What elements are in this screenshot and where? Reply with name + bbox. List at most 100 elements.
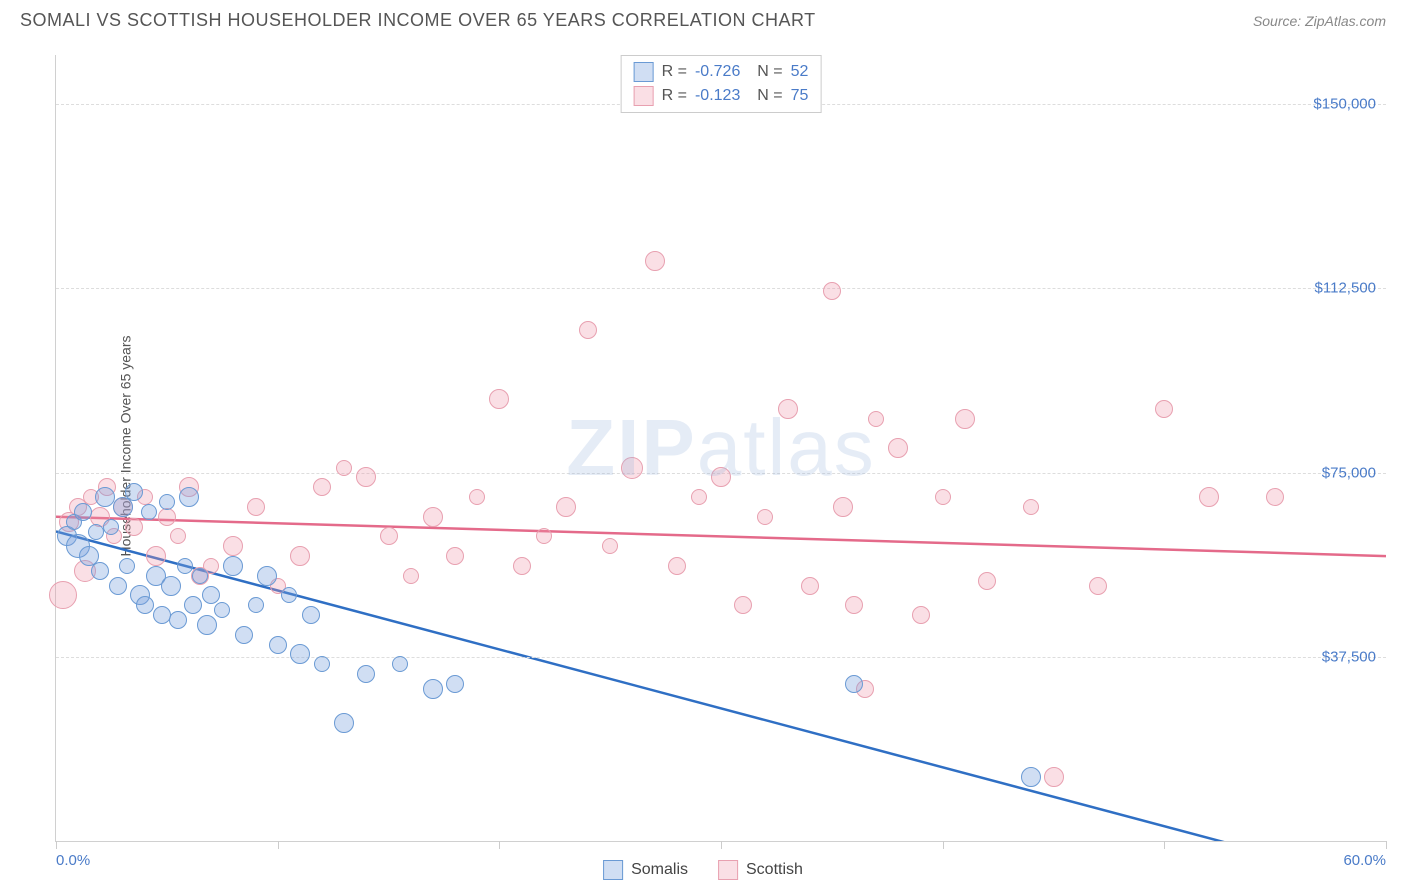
y-tick-label: $150,000	[1313, 96, 1376, 113]
scatter-point	[888, 438, 908, 458]
scatter-point	[1199, 487, 1219, 507]
scatter-point	[146, 546, 166, 566]
scatter-point	[621, 457, 643, 479]
scatter-point	[579, 321, 597, 339]
scatter-point	[513, 557, 531, 575]
scatter-point	[645, 251, 665, 271]
scatter-point	[88, 524, 104, 540]
chart-plot-area: ZIPatlas R = -0.726 N = 52 R = -0.123 N …	[55, 55, 1386, 842]
scatter-point	[469, 489, 485, 505]
y-tick-label: $75,000	[1322, 464, 1376, 481]
scatter-point	[177, 558, 193, 574]
stats-R-label: R =	[662, 63, 687, 81]
scatter-point	[935, 489, 951, 505]
scatter-point	[334, 713, 354, 733]
stats-N-label: N =	[748, 63, 782, 81]
scatter-point	[313, 478, 331, 496]
legend-label: Scottish	[746, 861, 803, 879]
bottom-legend: Somalis Scottish	[603, 860, 803, 880]
scatter-point	[314, 656, 330, 672]
scatter-point	[668, 557, 686, 575]
scatter-point	[336, 460, 352, 476]
scatter-point	[247, 498, 265, 516]
scatter-point	[423, 507, 443, 527]
x-tick	[721, 841, 722, 849]
scatter-point	[978, 572, 996, 590]
scatter-point	[159, 494, 175, 510]
chart-title: SOMALI VS SCOTTISH HOUSEHOLDER INCOME OV…	[20, 10, 816, 31]
scatter-point	[845, 596, 863, 614]
x-tick	[943, 841, 944, 849]
scatter-point	[602, 538, 618, 554]
y-tick-label: $112,500	[1315, 280, 1376, 297]
scatter-point	[214, 602, 230, 618]
scatter-point	[845, 675, 863, 693]
scatter-point	[757, 509, 773, 525]
scatter-point	[1266, 488, 1284, 506]
scatter-point	[125, 483, 143, 501]
scatter-point	[556, 497, 576, 517]
scatter-point	[119, 558, 135, 574]
chart-header: SOMALI VS SCOTTISH HOUSEHOLDER INCOME OV…	[0, 0, 1406, 36]
scatter-point	[109, 577, 127, 595]
scatter-point	[691, 489, 707, 505]
scatter-point	[1023, 499, 1039, 515]
scatter-point	[489, 389, 509, 409]
scatter-point	[392, 656, 408, 672]
scatter-point	[823, 282, 841, 300]
scatter-point	[868, 411, 884, 427]
scatter-point	[801, 577, 819, 595]
scatter-point	[356, 467, 376, 487]
stats-swatch-icon	[634, 86, 654, 106]
stats-R-value: -0.123	[695, 87, 740, 105]
scatter-point	[91, 562, 109, 580]
scatter-point	[158, 508, 176, 526]
x-tick	[1164, 841, 1165, 849]
scatter-point	[202, 586, 220, 604]
scatter-point	[136, 596, 154, 614]
legend-swatch-icon	[718, 860, 738, 880]
scatter-point	[446, 675, 464, 693]
x-tick-label: 60.0%	[1343, 852, 1386, 869]
scatter-point	[778, 399, 798, 419]
gridline	[56, 288, 1386, 289]
scatter-point	[235, 626, 253, 644]
scatter-point	[49, 581, 77, 609]
gridline	[56, 657, 1386, 658]
legend-item: Somalis	[603, 860, 688, 880]
x-tick	[278, 841, 279, 849]
scatter-point	[833, 497, 853, 517]
scatter-point	[290, 644, 310, 664]
scatter-point	[1155, 400, 1173, 418]
scatter-point	[179, 487, 199, 507]
stats-row: R = -0.726 N = 52	[634, 60, 809, 84]
scatter-point	[192, 568, 208, 584]
scatter-point	[912, 606, 930, 624]
stats-R-value: -0.726	[695, 63, 740, 81]
scatter-point	[357, 665, 375, 683]
scatter-point	[170, 528, 186, 544]
scatter-point	[711, 467, 731, 487]
scatter-point	[169, 611, 187, 629]
scatter-point	[125, 518, 143, 536]
stats-N-value: 75	[791, 87, 809, 105]
scatter-point	[223, 556, 243, 576]
scatter-point	[257, 566, 277, 586]
scatter-point	[74, 503, 92, 521]
correlation-stats-box: R = -0.726 N = 52 R = -0.123 N = 75	[621, 55, 822, 113]
stats-N-label: N =	[748, 87, 782, 105]
stats-swatch-icon	[634, 62, 654, 82]
scatter-point	[141, 504, 157, 520]
scatter-point	[302, 606, 320, 624]
chart-source: Source: ZipAtlas.com	[1253, 13, 1386, 29]
stats-row: R = -0.123 N = 75	[634, 84, 809, 108]
scatter-point	[1021, 767, 1041, 787]
legend-label: Somalis	[631, 861, 688, 879]
scatter-point	[248, 597, 264, 613]
scatter-point	[197, 615, 217, 635]
scatter-point	[223, 536, 243, 556]
scatter-point	[446, 547, 464, 565]
scatter-point	[161, 576, 181, 596]
x-tick	[1386, 841, 1387, 849]
x-tick	[56, 841, 57, 849]
